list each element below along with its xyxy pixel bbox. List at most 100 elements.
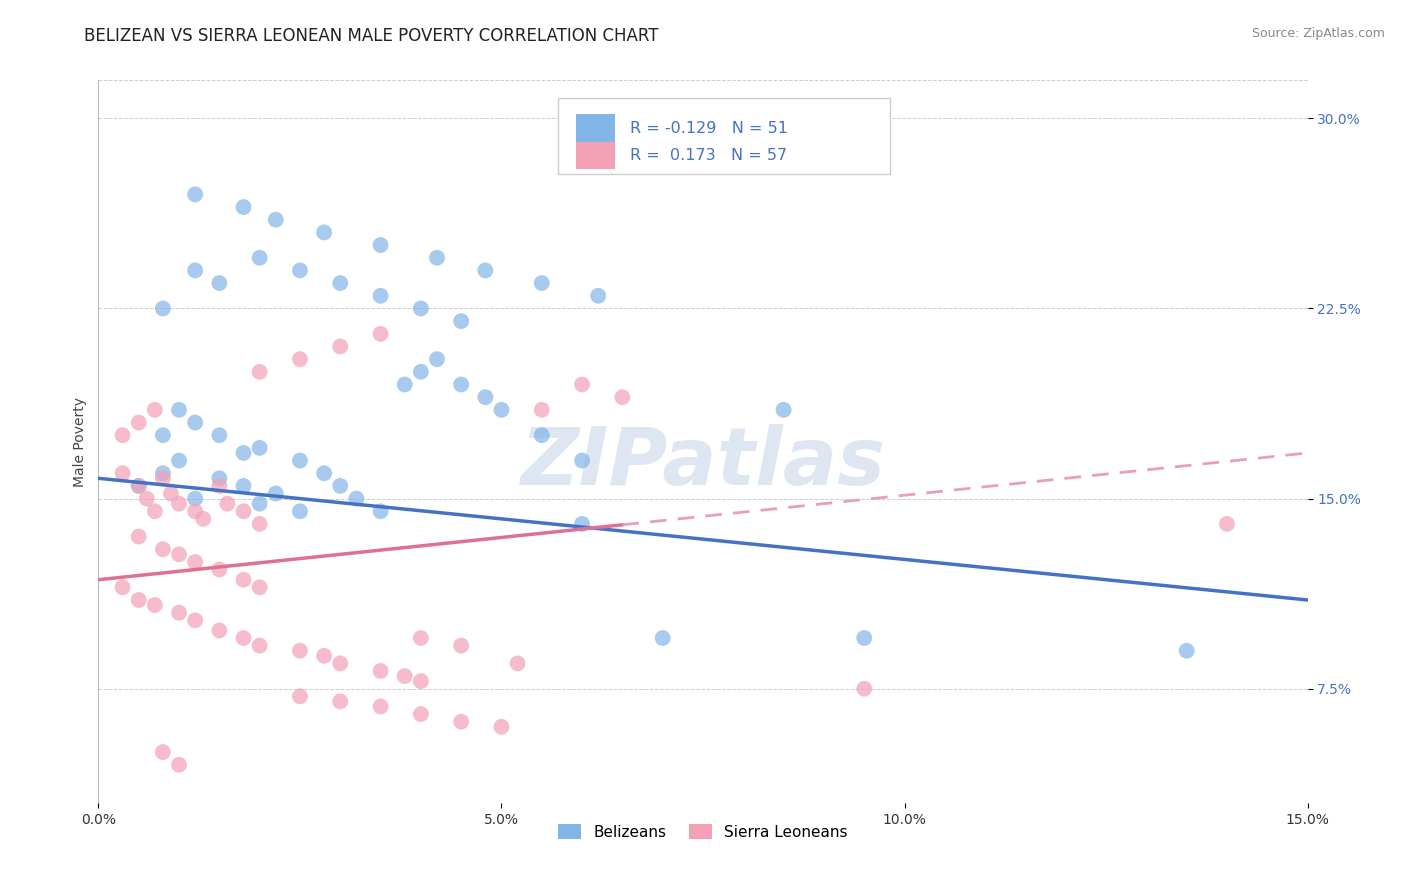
Point xyxy=(370,699,392,714)
Point xyxy=(184,555,207,569)
Point xyxy=(394,669,416,683)
Point xyxy=(143,598,166,612)
Point xyxy=(128,479,150,493)
Point xyxy=(167,606,190,620)
Point xyxy=(491,720,513,734)
Point xyxy=(111,428,134,442)
Point xyxy=(184,504,207,518)
Point xyxy=(264,212,287,227)
Point xyxy=(772,402,794,417)
Text: R = -0.129   N = 51: R = -0.129 N = 51 xyxy=(630,120,789,136)
Point xyxy=(329,479,352,493)
Point xyxy=(152,428,174,442)
Point xyxy=(167,547,190,561)
Point xyxy=(167,757,190,772)
Point xyxy=(193,512,215,526)
Point xyxy=(314,226,336,240)
Point xyxy=(160,486,183,500)
Point xyxy=(128,593,150,607)
Text: ZIPatlas: ZIPatlas xyxy=(520,425,886,502)
Point xyxy=(329,276,352,290)
Point xyxy=(232,631,254,645)
Point xyxy=(152,471,174,485)
Point xyxy=(450,714,472,729)
Point xyxy=(370,664,392,678)
Point xyxy=(1216,516,1239,531)
Point xyxy=(232,504,254,518)
Point xyxy=(853,631,876,645)
Point xyxy=(288,504,311,518)
Point xyxy=(152,467,174,481)
Y-axis label: Male Poverty: Male Poverty xyxy=(73,397,87,486)
Point xyxy=(426,352,449,367)
Point xyxy=(111,467,134,481)
Point xyxy=(167,402,190,417)
Point xyxy=(264,486,287,500)
Point xyxy=(314,648,336,663)
Point xyxy=(167,453,190,467)
Point xyxy=(474,390,496,404)
Point xyxy=(128,530,150,544)
Point xyxy=(314,467,336,481)
Point xyxy=(249,441,271,455)
Point xyxy=(249,639,271,653)
Point xyxy=(208,563,231,577)
Point xyxy=(370,504,392,518)
Point xyxy=(232,573,254,587)
Point xyxy=(208,479,231,493)
Point xyxy=(370,289,392,303)
Point xyxy=(249,497,271,511)
Point xyxy=(1175,643,1198,657)
Point xyxy=(530,402,553,417)
Point xyxy=(167,497,190,511)
Point xyxy=(232,479,254,493)
Point xyxy=(152,745,174,759)
Bar xyxy=(576,114,614,142)
Point xyxy=(249,365,271,379)
Point xyxy=(152,301,174,316)
Point xyxy=(288,352,311,367)
Text: R =  0.173   N = 57: R = 0.173 N = 57 xyxy=(630,148,787,163)
Point xyxy=(184,187,207,202)
Point xyxy=(530,428,553,442)
Point xyxy=(184,416,207,430)
Text: BELIZEAN VS SIERRA LEONEAN MALE POVERTY CORRELATION CHART: BELIZEAN VS SIERRA LEONEAN MALE POVERTY … xyxy=(84,27,659,45)
Point xyxy=(184,491,207,506)
Point xyxy=(571,377,593,392)
Point xyxy=(571,453,593,467)
Point xyxy=(232,446,254,460)
Point xyxy=(217,497,239,511)
Point xyxy=(586,289,609,303)
Point xyxy=(409,365,432,379)
Point xyxy=(571,516,593,531)
FancyBboxPatch shape xyxy=(558,98,890,174)
Point xyxy=(651,631,673,645)
Point xyxy=(450,639,472,653)
Point xyxy=(370,238,392,252)
Point xyxy=(394,377,416,392)
Point xyxy=(506,657,529,671)
Point xyxy=(409,631,432,645)
Point xyxy=(426,251,449,265)
Point xyxy=(208,276,231,290)
Point xyxy=(344,491,367,506)
Point xyxy=(409,301,432,316)
Point xyxy=(853,681,876,696)
Point xyxy=(409,674,432,689)
Bar xyxy=(576,142,614,169)
Point xyxy=(329,694,352,708)
Point xyxy=(288,453,311,467)
Point xyxy=(530,276,553,290)
Point xyxy=(450,377,472,392)
Point xyxy=(249,251,271,265)
Point xyxy=(208,624,231,638)
Point xyxy=(184,613,207,627)
Point xyxy=(208,471,231,485)
Point xyxy=(143,504,166,518)
Point xyxy=(409,707,432,722)
Point xyxy=(288,690,311,704)
Point xyxy=(135,491,157,506)
Point xyxy=(184,263,207,277)
Point xyxy=(329,339,352,353)
Point xyxy=(208,428,231,442)
